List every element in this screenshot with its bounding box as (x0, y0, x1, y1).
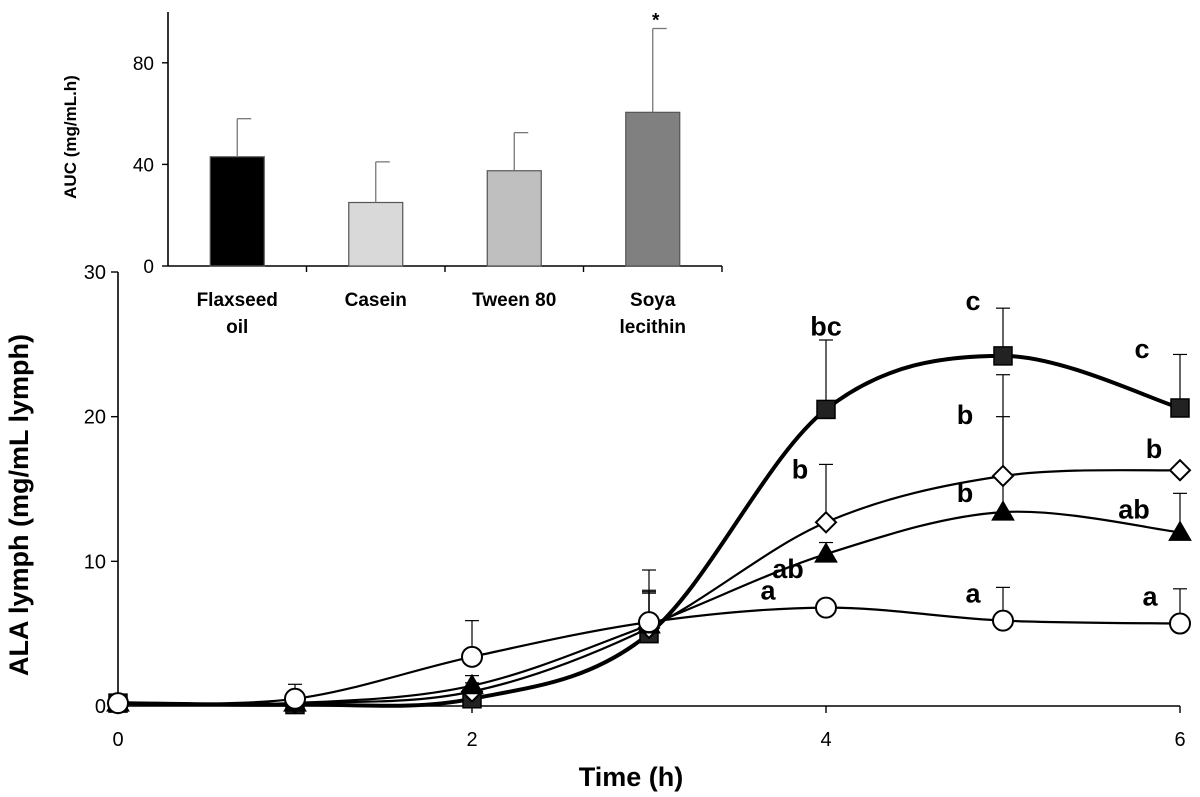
data-point-circle (815, 596, 837, 619)
data-point-circle (638, 611, 660, 634)
significance-label: b (957, 400, 974, 430)
significance-label: a (965, 579, 981, 609)
data-point-square (816, 399, 836, 420)
main-x-ticks: 0 2 4 6 (112, 706, 1186, 751)
data-point-diamond (1168, 458, 1192, 482)
inset-error-bars (236, 27, 667, 203)
data-point-circle (284, 687, 306, 710)
inset-annotations: * (652, 11, 660, 32)
significance-label: ab (1118, 494, 1150, 524)
significance-label: a (760, 576, 776, 606)
inset-category-label: oil (226, 317, 248, 338)
inset-category-label: Flaxseed (197, 290, 278, 311)
main-error-bars (111, 307, 1187, 705)
significance-label: bc (810, 311, 842, 341)
inset-y-tick-label: 40 (133, 155, 154, 176)
y-tick-label: 0 (95, 696, 106, 718)
data-point-circle (107, 692, 129, 715)
significance-label: c (1134, 334, 1149, 364)
inset-plot: 0 40 80 AUC (mg/mL.h) Flaxseed oil Casein Twe… (61, 11, 723, 338)
inset-category-label: lecithin (619, 317, 686, 338)
inset-bars (209, 111, 681, 267)
x-tick-label: 0 (112, 729, 123, 751)
x-tick-label: 6 (1174, 729, 1185, 751)
main-series-lines (117, 353, 1181, 708)
data-point-square (1170, 398, 1190, 418)
data-point-triangle (460, 673, 484, 695)
main-y-axis-label: ALA lymph (mg/mL lymph) (4, 334, 34, 676)
inset-significance-star: * (652, 11, 660, 32)
main-plot: 0 10 20 30 0 2 4 6 Time (h) ALA lymph (mg/mL l… (4, 262, 1192, 792)
inset-y-ticks: 0 40 80 (133, 54, 723, 278)
data-point-circle (1169, 612, 1191, 635)
x-tick-label: 4 (820, 729, 831, 751)
inset-bar (486, 170, 542, 267)
data-point-diamond (991, 464, 1015, 488)
y-tick-label: 30 (84, 262, 106, 284)
y-tick-label: 10 (84, 551, 106, 573)
inset-category-label: Casein (345, 290, 407, 311)
data-point-square (993, 346, 1013, 366)
data-point-triangle (1168, 520, 1192, 541)
data-point-circle (992, 609, 1014, 632)
significance-label: b (792, 454, 809, 484)
main-y-ticks: 0 10 20 30 (84, 262, 118, 718)
x-tick-label: 2 (466, 729, 477, 751)
y-tick-label: 20 (84, 407, 106, 429)
inset-y-axis-label: AUC (mg/mL.h) (61, 75, 80, 199)
data-point-triangle (991, 500, 1015, 521)
inset-bar (348, 201, 404, 267)
data-point-diamond (814, 510, 838, 534)
data-point-triangle (814, 542, 838, 563)
data-point-circle (461, 645, 483, 668)
inset-y-tick-label: 0 (143, 257, 154, 278)
significance-label: c (965, 286, 980, 316)
inset-bar (625, 111, 681, 267)
inset-category-label: Tween 80 (472, 290, 556, 311)
series-line (117, 353, 1181, 708)
main-series-markers (106, 346, 1192, 715)
inset-bar (209, 156, 265, 267)
inset-category-label: Soya (630, 290, 676, 311)
significance-label: b (957, 478, 974, 508)
significance-label: b (1146, 434, 1163, 464)
significance-label: a (1142, 582, 1158, 612)
inset-y-tick-label: 80 (133, 54, 154, 75)
main-x-axis-label: Time (h) (579, 762, 684, 792)
inset-category-labels: Flaxseed oil Casein Tween 80 Soya lecithin (197, 290, 686, 338)
significance-label: ab (772, 554, 804, 584)
